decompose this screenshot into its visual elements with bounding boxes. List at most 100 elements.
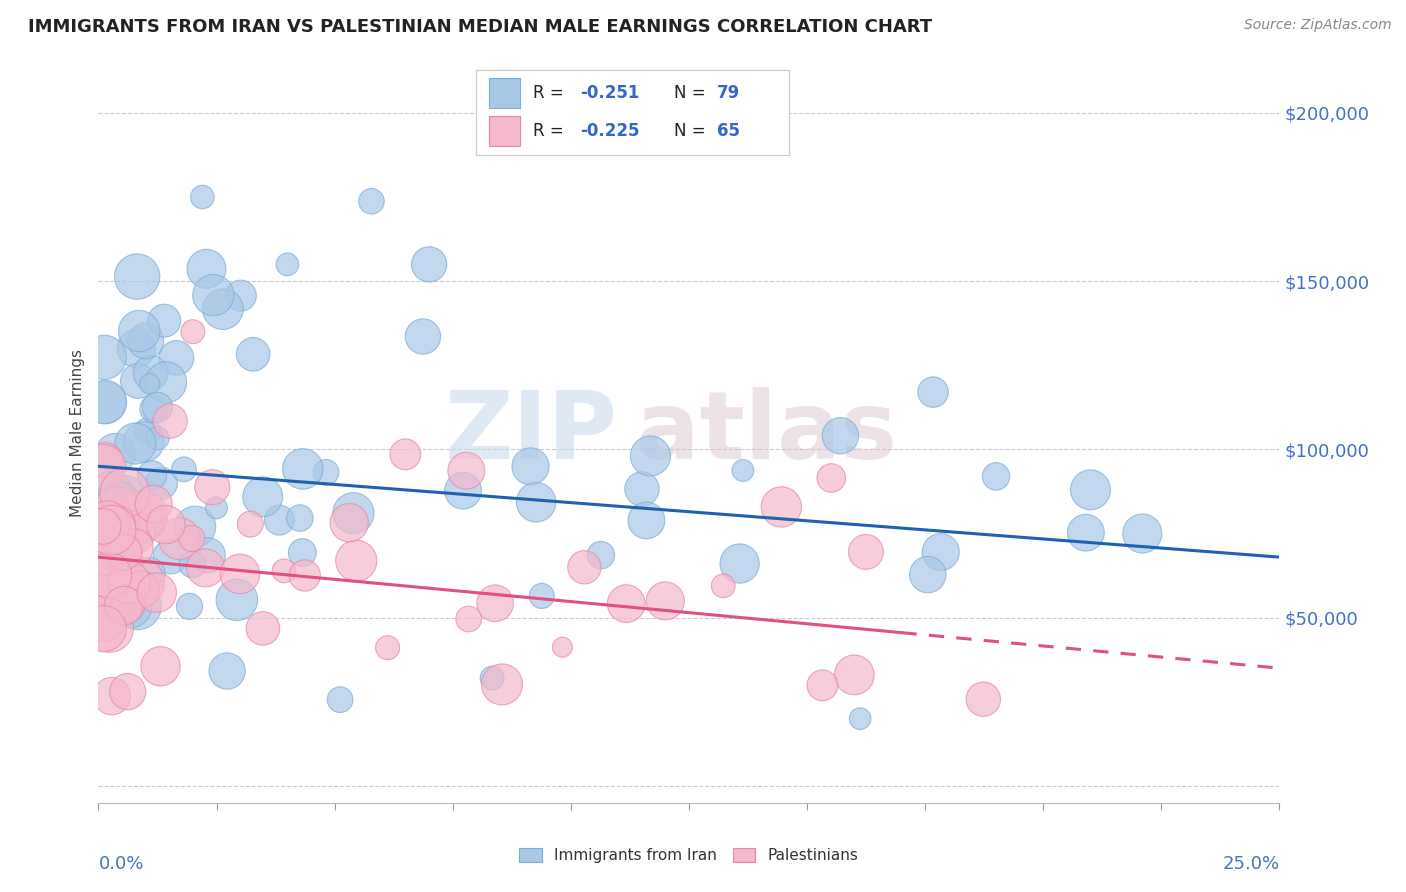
Point (173, 462, 195, 476)
Point (984, 469, 1007, 483)
Point (114, 489, 136, 503)
Point (342, 506, 364, 520)
Text: Source: ZipAtlas.com: Source: ZipAtlas.com (1244, 18, 1392, 32)
Point (166, 351, 188, 365)
Point (117, 684, 139, 698)
Point (122, 525, 145, 540)
Point (481, 671, 503, 685)
Point (100, 486, 122, 500)
Point (191, 190, 214, 204)
Point (96, 516, 118, 531)
Point (124, 436, 146, 450)
Point (217, 664, 239, 678)
Point (149, 659, 172, 673)
Point (181, 325, 204, 339)
Point (291, 462, 314, 476)
Text: 0.0%: 0.0% (98, 855, 143, 872)
Point (929, 545, 952, 559)
Point (242, 347, 264, 361)
Point (129, 582, 152, 596)
Point (377, 640, 399, 655)
Point (128, 575, 150, 590)
Point (811, 678, 834, 692)
Point (731, 463, 754, 477)
Point (104, 446, 127, 460)
Point (107, 538, 129, 552)
Point (104, 517, 127, 532)
Point (91, 622, 114, 636)
Point (229, 566, 252, 581)
Point (1130, 526, 1153, 541)
Point (294, 568, 316, 582)
Point (194, 561, 217, 575)
Point (125, 342, 148, 356)
Point (972, 692, 994, 706)
Point (91, 611, 114, 625)
Point (117, 599, 139, 613)
Point (155, 376, 177, 390)
Point (456, 464, 478, 478)
Point (169, 532, 191, 546)
Point (132, 434, 155, 449)
Point (197, 548, 219, 562)
Point (636, 513, 658, 527)
Point (917, 567, 939, 582)
Point (134, 514, 156, 528)
Point (212, 302, 235, 317)
Point (530, 589, 553, 603)
Point (551, 640, 574, 655)
Point (711, 579, 734, 593)
Point (288, 511, 311, 525)
Y-axis label: Median Male Earnings: Median Male Earnings (70, 349, 86, 516)
Point (849, 712, 872, 726)
Point (93, 351, 115, 365)
Text: IMMIGRANTS FROM IRAN VS PALESTINIAN MEDIAN MALE EARNINGS CORRELATION CHART: IMMIGRANTS FROM IRAN VS PALESTINIAN MEDI… (28, 18, 932, 36)
Point (112, 545, 135, 559)
Point (97, 568, 120, 582)
Point (155, 517, 177, 532)
Point (205, 500, 228, 515)
Point (315, 466, 337, 480)
Point (159, 549, 181, 564)
Point (91, 577, 114, 591)
Point (94, 453, 117, 467)
Point (150, 476, 173, 491)
Point (112, 599, 135, 613)
Point (589, 548, 612, 562)
Point (132, 513, 155, 527)
Point (141, 468, 163, 483)
Point (239, 517, 262, 532)
Text: 25.0%: 25.0% (1222, 855, 1279, 872)
Point (360, 194, 382, 209)
Point (273, 564, 295, 578)
Point (120, 599, 142, 614)
Point (108, 548, 131, 562)
Point (131, 504, 153, 518)
Point (412, 329, 434, 343)
Point (105, 503, 128, 517)
Point (329, 692, 352, 706)
Point (145, 585, 167, 599)
Point (574, 560, 596, 574)
Point (654, 594, 676, 608)
Point (91, 532, 114, 546)
Point (202, 288, 225, 302)
Point (91, 459, 114, 474)
Point (127, 374, 149, 388)
Point (100, 523, 122, 537)
Point (139, 366, 162, 380)
Point (394, 447, 416, 461)
Point (276, 257, 298, 271)
Point (138, 376, 160, 391)
Point (131, 508, 153, 523)
Text: atlas: atlas (636, 386, 897, 479)
Point (201, 480, 224, 494)
Point (631, 482, 654, 496)
Point (344, 554, 367, 568)
Point (107, 497, 129, 511)
Point (98, 622, 121, 636)
Point (94, 549, 117, 563)
Point (118, 575, 141, 590)
Point (922, 385, 945, 400)
Legend: Immigrants from Iran, Palestinians: Immigrants from Iran, Palestinians (513, 842, 865, 869)
